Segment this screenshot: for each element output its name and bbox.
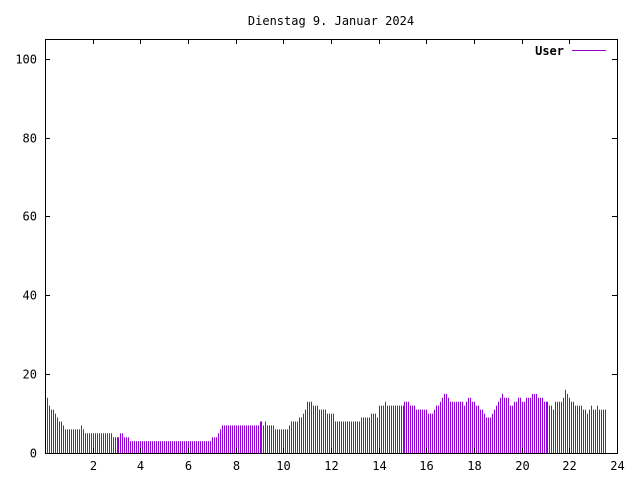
x-tick-label: 18 — [467, 459, 481, 473]
y-tick-label: 20 — [23, 368, 37, 382]
y-tick-label: 0 — [30, 447, 37, 461]
legend-label-user: User — [535, 44, 564, 58]
x-tick-label: 6 — [185, 459, 192, 473]
x-tick-label: 14 — [372, 459, 386, 473]
x-tick-label: 10 — [276, 459, 290, 473]
x-tick-label: 16 — [419, 459, 433, 473]
x-tick-label: 20 — [515, 459, 529, 473]
bars — [45, 389, 606, 453]
chart-title: Dienstag 9. Januar 2024 — [248, 14, 414, 28]
x-tick-label: 8 — [233, 459, 240, 473]
y-tick-label: 100 — [15, 53, 37, 67]
x-tick-label: 4 — [137, 459, 144, 473]
plot-frame — [45, 39, 618, 454]
legend: User — [535, 44, 606, 58]
y-tick-label: 60 — [23, 210, 37, 224]
y-tick-label: 80 — [23, 132, 37, 146]
y-tick-label: 40 — [23, 289, 37, 303]
x-tick-label: 2 — [90, 459, 97, 473]
x-tick-label: 24 — [610, 459, 624, 473]
x-tick-label: 12 — [324, 459, 338, 473]
x-tick-label: 22 — [562, 459, 576, 473]
